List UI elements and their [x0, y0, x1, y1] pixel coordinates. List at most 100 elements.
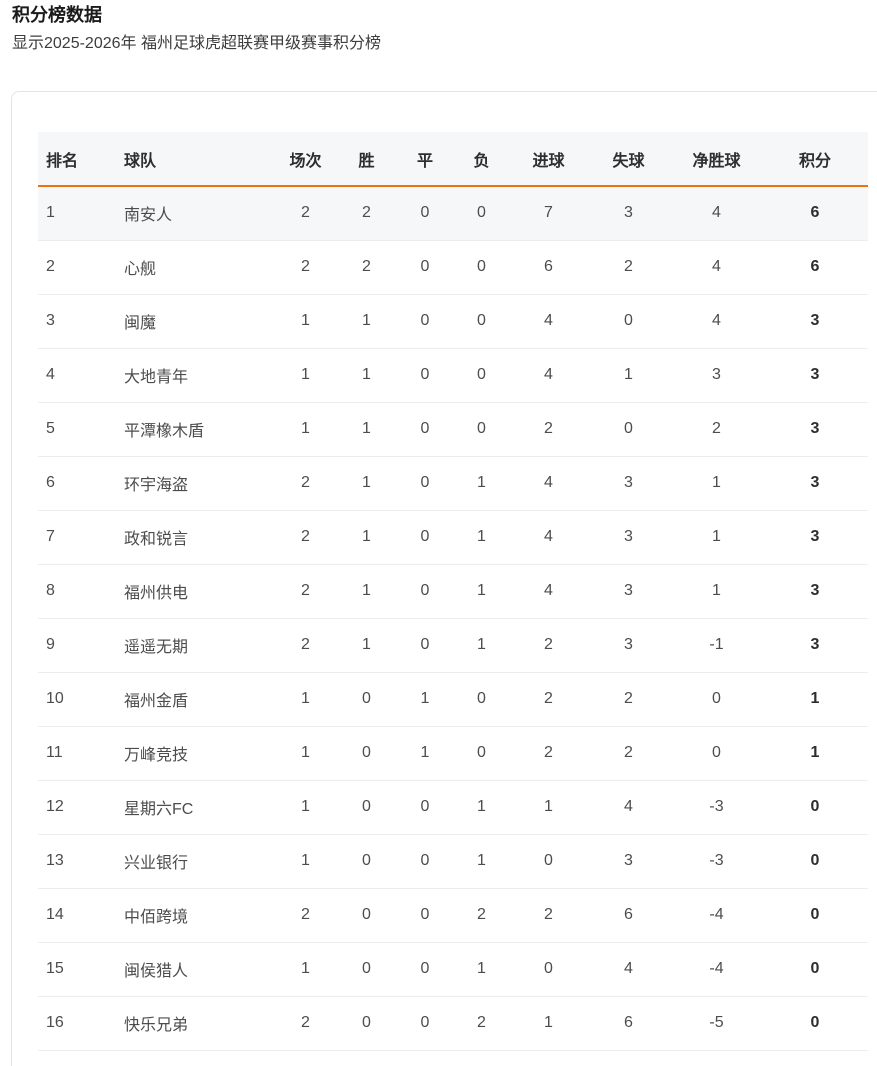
cell-team: 万峰竞技: [116, 726, 276, 781]
cell-lost: 2: [452, 888, 511, 943]
cell-goals_for: 4: [511, 564, 586, 619]
table-row: 2 心舰 2 2 0 0 6 2 4 6: [38, 240, 868, 295]
cell-rank: 8: [38, 564, 116, 619]
cell-drawn: 0: [398, 348, 452, 403]
cell-goals_against: 6: [586, 996, 671, 1051]
cell-goals_for: 2: [511, 402, 586, 457]
cell-rank: 3: [38, 294, 116, 349]
cell-goals_against: 3: [586, 510, 671, 565]
cell-points: 0: [762, 780, 868, 835]
table-row: 12 星期六FC 1 0 0 1 1 4 -3 0: [38, 780, 868, 835]
standings-card: 排名 球队 场次胜平负进球 失球 净胜球 积分 1 南安人 2 2 0 0 7 3 4 6 2 心舰 2 2 0 0 6 2…: [11, 91, 877, 1066]
cell-won: 1: [335, 510, 398, 565]
table-row: 13 兴业银行 1 0 0 1 0 3 -3 0: [38, 834, 868, 889]
cell-played: 2: [276, 510, 335, 565]
cell-points: 3: [762, 618, 868, 673]
table-row: 3 闽魔 1 1 0 0 4 0 4 3: [38, 294, 868, 349]
table-row: 10 福州金盾 1 0 1 0 2 2 0 1: [38, 672, 868, 727]
cell-won: 0: [335, 996, 398, 1051]
cell-goals_against: 2: [586, 726, 671, 781]
column-header-points: 积分: [762, 132, 868, 187]
cell-team: 中佰跨境: [116, 888, 276, 943]
cell-points: 0: [762, 888, 868, 943]
cell-drawn: 0: [398, 186, 452, 241]
cell-goals_for: 4: [511, 456, 586, 511]
cell-rank: 4: [38, 348, 116, 403]
cell-goals_against: 6: [586, 888, 671, 943]
cell-lost: 0: [452, 186, 511, 241]
cell-goals_for: 4: [511, 294, 586, 349]
cell-played: 2: [276, 618, 335, 673]
cell-lost: 0: [452, 402, 511, 457]
cell-lost: 1: [452, 618, 511, 673]
table-row: 7 政和锐言 2 1 0 1 4 3 1 3: [38, 510, 868, 565]
cell-goals_against: 2: [586, 672, 671, 727]
cell-played: 1: [276, 834, 335, 889]
cell-goals_against: 3: [586, 186, 671, 241]
cell-team: 闽魔: [116, 294, 276, 349]
table-row: 5 平潭橡木盾 1 1 0 0 2 0 2 3: [38, 402, 868, 457]
cell-points: 6: [762, 240, 868, 295]
cell-drawn: 0: [398, 402, 452, 457]
cell-rank: 1: [38, 186, 116, 241]
cell-goals_for: 2: [511, 618, 586, 673]
table-row: 9 遥遥无期 2 1 0 1 2 3 -1 3: [38, 618, 868, 673]
table-row: 6 环宇海盗 2 1 0 1 4 3 1 3: [38, 456, 868, 511]
cell-drawn: 0: [398, 780, 452, 835]
cell-lost: 1: [452, 510, 511, 565]
cell-points: 1: [762, 672, 868, 727]
cell-rank: 11: [38, 726, 116, 781]
cell-played: 2: [276, 240, 335, 295]
page-header: 积分榜数据 显示2025-2026年 福州足球虎超联赛甲级赛事积分榜: [0, 0, 877, 55]
column-header-goal_diff: 净胜球: [671, 132, 762, 187]
cell-rank: 14: [38, 888, 116, 943]
cell-drawn: 0: [398, 996, 452, 1051]
cell-team: 遥遥无期: [116, 618, 276, 673]
cell-goals_against: 4: [586, 942, 671, 997]
cell-played: 1: [276, 348, 335, 403]
cell-goals_for: 0: [511, 834, 586, 889]
cell-won: 1: [335, 402, 398, 457]
cell-goal_diff: 4: [671, 294, 762, 349]
cell-goals_for: 0: [511, 942, 586, 997]
cell-goals_for: 2: [511, 888, 586, 943]
cell-played: 1: [276, 672, 335, 727]
cell-points: 0: [762, 942, 868, 997]
cell-goal_diff: -4: [671, 942, 762, 997]
cell-rank: 12: [38, 780, 116, 835]
cell-points: 3: [762, 294, 868, 349]
cell-lost: 0: [452, 348, 511, 403]
cell-goal_diff: 4: [671, 240, 762, 295]
cell-played: 1: [276, 726, 335, 781]
column-header-goals_for: 进球: [511, 132, 586, 187]
cell-drawn: 0: [398, 834, 452, 889]
cell-lost: 1: [452, 564, 511, 619]
cell-drawn: 0: [398, 240, 452, 295]
cell-goals_against: 3: [586, 618, 671, 673]
cell-goals_against: 0: [586, 294, 671, 349]
cell-team: 闽侯猎人: [116, 942, 276, 997]
cell-played: 2: [276, 564, 335, 619]
cell-goal_diff: -5: [671, 996, 762, 1051]
cell-team: 福州金盾: [116, 672, 276, 727]
cell-played: 2: [276, 186, 335, 241]
cell-lost: 2: [452, 996, 511, 1051]
cell-played: 2: [276, 888, 335, 943]
cell-rank: 2: [38, 240, 116, 295]
cell-points: 0: [762, 996, 868, 1051]
cell-rank: 7: [38, 510, 116, 565]
cell-rank: 16: [38, 996, 116, 1051]
page-title: 积分榜数据: [12, 5, 102, 25]
cell-played: 1: [276, 780, 335, 835]
cell-team: 兴业银行: [116, 834, 276, 889]
cell-goal_diff: -4: [671, 888, 762, 943]
cell-points: 3: [762, 348, 868, 403]
cell-lost: 0: [452, 240, 511, 295]
column-header-drawn: 平: [398, 132, 452, 187]
table-row: 14 中佰跨境 2 0 0 2 2 6 -4 0: [38, 888, 868, 943]
cell-won: 2: [335, 240, 398, 295]
cell-goal_diff: 1: [671, 456, 762, 511]
cell-goals_for: 2: [511, 672, 586, 727]
cell-points: 0: [762, 834, 868, 889]
cell-drawn: 0: [398, 564, 452, 619]
